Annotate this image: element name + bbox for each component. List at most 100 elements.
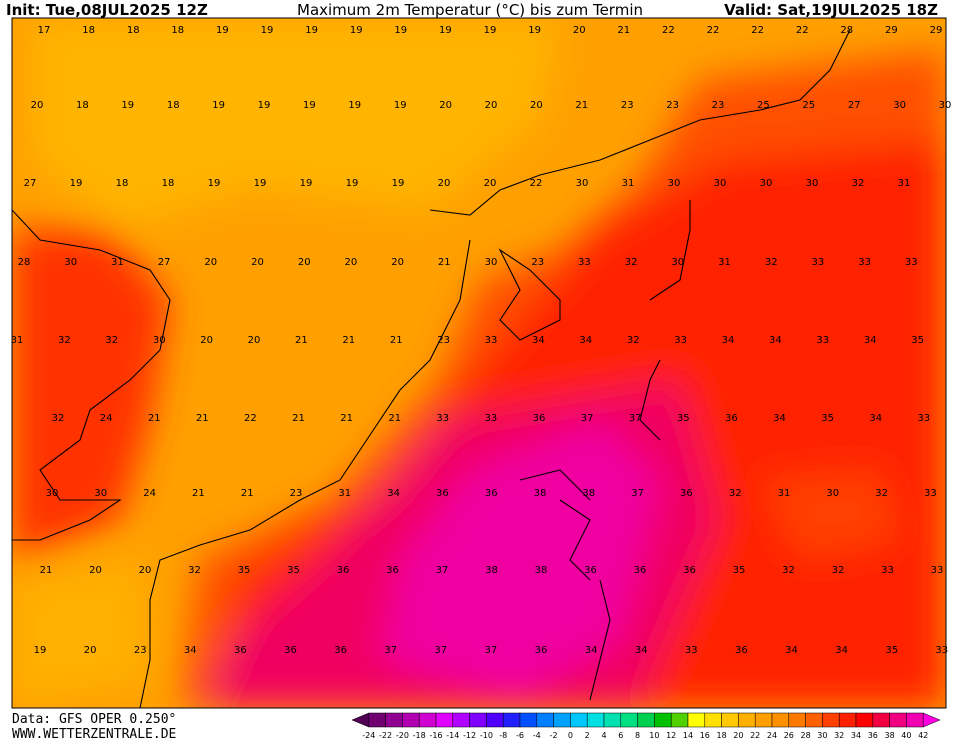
temperature-value: 33	[436, 413, 449, 424]
temperature-value: 21	[342, 335, 355, 346]
temperature-value: 20	[530, 100, 543, 111]
colorbar-label: -16	[429, 731, 442, 740]
colorbar-label: 14	[683, 731, 693, 740]
temperature-value: 19	[121, 100, 134, 111]
temperature-value: 18	[116, 178, 129, 189]
colorbar-label: 0	[568, 731, 573, 740]
colorbar-label: 38	[885, 731, 895, 740]
colorbar-box	[889, 712, 907, 728]
temperature-value: 30	[826, 488, 839, 499]
temperature-value: 30	[576, 178, 589, 189]
temperature-value: 37	[631, 488, 644, 499]
colorbar-box	[637, 712, 655, 728]
temperature-value: 34	[835, 645, 848, 656]
temperature-value: 33	[935, 645, 948, 656]
temperature-value: 23	[531, 257, 544, 268]
colorbar-label: -6	[516, 731, 524, 740]
temperature-value: 37	[434, 645, 447, 656]
temperature-value: 36	[386, 565, 399, 576]
temperature-value: 34	[869, 413, 882, 424]
temperature-value: 32	[729, 488, 742, 499]
temperature-value: 33	[881, 565, 894, 576]
colorbar-box	[603, 712, 622, 728]
temperature-value: 29	[885, 25, 898, 36]
temperature-value: 31	[898, 178, 911, 189]
temperature-value: 33	[812, 257, 825, 268]
data-source: Data: GFS OPER 0.250°	[12, 712, 176, 727]
temperature-values: 17 18 18 18 19 19 19 19 19 19 19 19 20 21 22 22 22 22 28 29…	[11, 25, 952, 656]
temperature-value: 25	[802, 100, 815, 111]
temperature-value: 36	[234, 645, 247, 656]
temperature-value: 18	[76, 100, 89, 111]
temperature-value: 34	[635, 645, 648, 656]
temperature-value: 19	[528, 25, 541, 36]
temperature-value: 27	[848, 100, 861, 111]
temperature-value: 30	[46, 488, 59, 499]
colorbar-box	[519, 712, 538, 728]
temperature-value: 35	[677, 413, 690, 424]
temperature-value: 35	[238, 565, 251, 576]
temperature-value: 20	[200, 335, 213, 346]
colorbar-box	[502, 712, 521, 728]
temperature-value: 34	[532, 335, 545, 346]
temperature-value: 20	[345, 257, 358, 268]
colorbar-label: -22	[379, 731, 392, 740]
temperature-field	[12, 18, 946, 708]
temperature-value: 37	[485, 645, 498, 656]
temperature-value: 27	[24, 178, 37, 189]
temperature-value: 36	[683, 565, 696, 576]
temperature-value: 35	[821, 413, 834, 424]
colorbar-arrow	[922, 712, 941, 728]
temperature-value: 20	[573, 25, 586, 36]
temperature-value: 33	[924, 488, 937, 499]
colorbar-box	[620, 712, 638, 728]
colorbar-box	[486, 712, 504, 728]
temperature-value: 31	[11, 335, 24, 346]
colorbar-label: -10	[480, 731, 493, 740]
colorbar-arrow	[351, 712, 370, 728]
temperature-value: 20	[484, 178, 497, 189]
temperature-value: 33	[917, 413, 930, 424]
temperature-value: 34	[769, 335, 782, 346]
colorbar-label: 30	[817, 731, 827, 740]
temperature-value: 30	[939, 100, 952, 111]
colorbar-label: 40	[901, 731, 911, 740]
temperature-value: 30	[153, 335, 166, 346]
temperature-value: 21	[340, 413, 353, 424]
temperature-value: 33	[816, 335, 829, 346]
temperature-value: 21	[196, 413, 209, 424]
temperature-value: 21	[617, 25, 630, 36]
temperature-value: 19	[300, 178, 313, 189]
temperature-value: 20	[248, 335, 261, 346]
temperature-value: 36	[436, 488, 449, 499]
temperature-value: 23	[437, 335, 450, 346]
colorbar-label: 24	[767, 731, 777, 740]
temperature-value: 34	[773, 413, 786, 424]
temperature-value: 20	[31, 100, 44, 111]
temperature-value: 30	[485, 257, 498, 268]
temperature-value: 19	[258, 100, 271, 111]
temperature-value: 38	[582, 488, 595, 499]
temperature-value: 18	[82, 25, 95, 36]
colorbar-label: -8	[499, 731, 507, 740]
temperature-value: 28	[840, 25, 853, 36]
colorbar-box	[855, 712, 874, 728]
temperature-value: 30	[94, 488, 107, 499]
temperature-value: 20	[89, 565, 102, 576]
colorbar-label: 10	[649, 731, 659, 740]
temperature-value: 33	[685, 645, 698, 656]
temperature-value: 30	[893, 100, 906, 111]
colorbar-box	[368, 712, 386, 728]
colorbar-label: 6	[618, 731, 623, 740]
temperature-value: 32	[105, 335, 118, 346]
temperature-value: 23	[134, 645, 147, 656]
temperature-value: 18	[171, 25, 184, 36]
colorbar-label: 20	[733, 731, 743, 740]
temperature-value: 32	[782, 565, 795, 576]
map-frame	[11, 17, 947, 709]
temperature-value: 33	[485, 413, 498, 424]
temperature-value: 33	[674, 335, 687, 346]
temperature-value: 32	[52, 413, 65, 424]
temperature-value: 19	[216, 25, 229, 36]
temperature-value: 32	[765, 257, 778, 268]
